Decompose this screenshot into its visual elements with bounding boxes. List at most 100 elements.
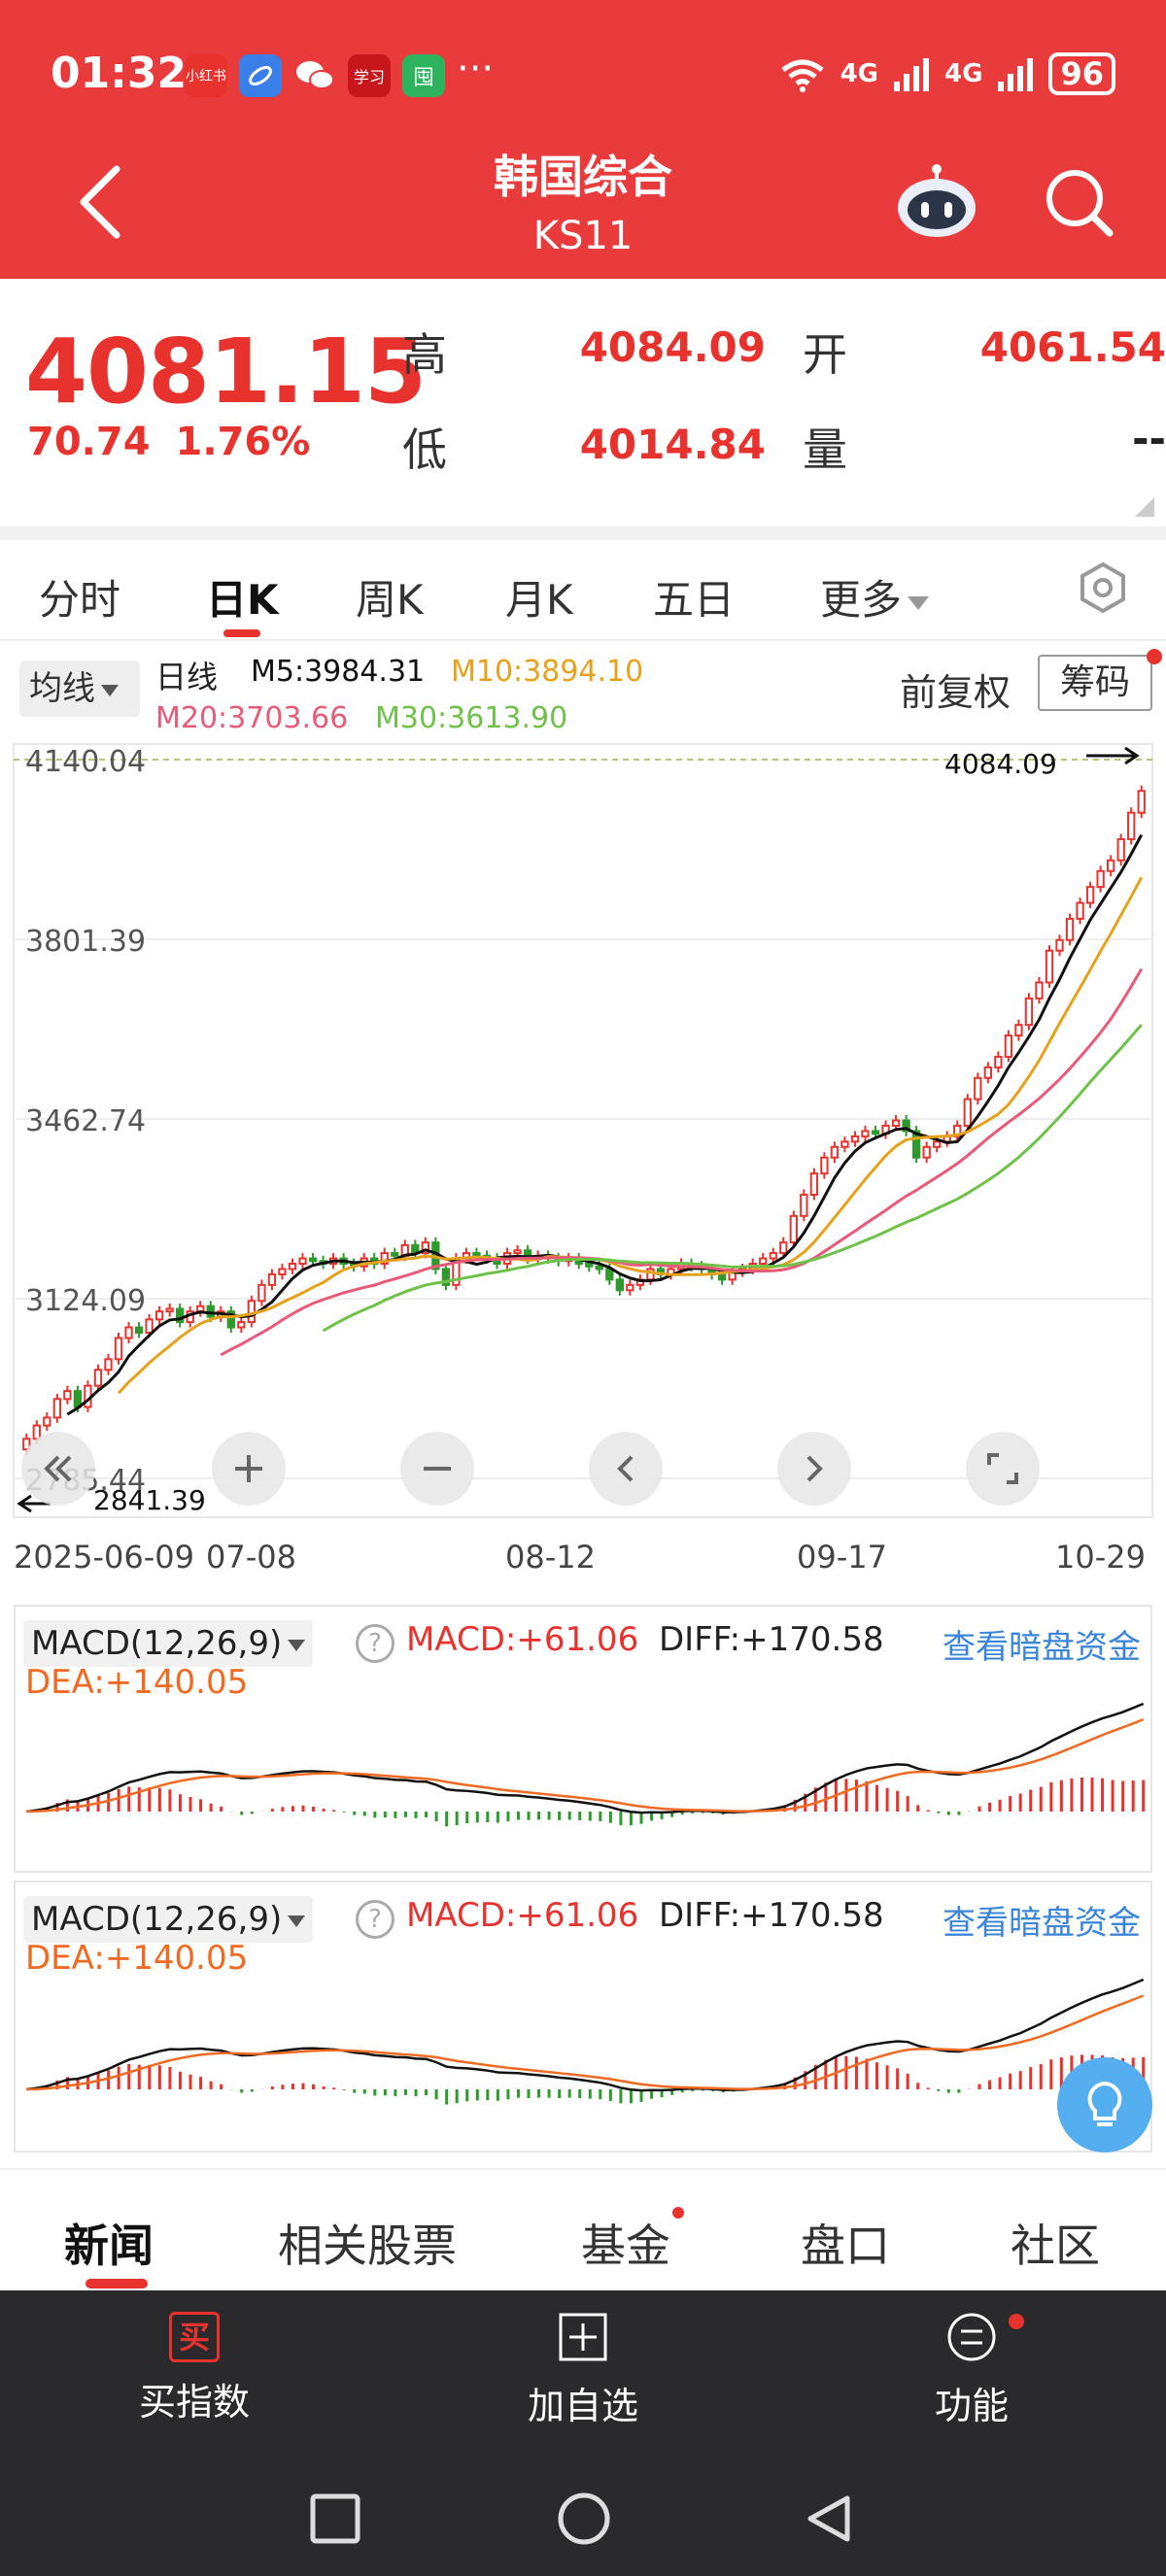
candle — [911, 1125, 921, 1164]
min-marker-text: 2841.39 — [93, 1484, 206, 1516]
pan-right-button[interactable] — [777, 1432, 851, 1506]
dea-value: DEA:+140.05 — [25, 1663, 249, 1702]
dark-pool-link[interactable]: 查看暗盘资金 — [943, 1628, 1141, 1667]
chevron-down-icon — [288, 1639, 306, 1651]
macd-panel-1: MACD(12,26,9) ? MACD:+61.06 DIFF:+170.58… — [14, 1605, 1152, 1873]
dark-pool-link-2[interactable]: 查看暗盘资金 — [943, 1904, 1141, 1943]
expand-corner-icon[interactable] — [1135, 497, 1154, 517]
high-value: 4084.09 — [579, 323, 766, 371]
candle — [943, 1131, 951, 1147]
functions-button[interactable]: 功能 — [855, 2312, 1088, 2429]
candle — [820, 1152, 829, 1179]
candle — [278, 1263, 287, 1280]
divider — [0, 526, 1166, 540]
tab-five-day[interactable]: 五日 — [653, 576, 736, 624]
candle — [922, 1141, 931, 1164]
more-notifications: ··· — [457, 47, 495, 91]
candle — [881, 1120, 890, 1139]
tab-monthly-k[interactable]: 月K — [505, 576, 573, 624]
max-marker-text: 4084.09 — [944, 748, 1057, 780]
macd-value-2: MACD:+61.06 — [406, 1896, 639, 1935]
search-icon[interactable] — [1042, 165, 1115, 239]
tab-daily-k[interactable]: 日K — [206, 576, 279, 624]
candle — [1085, 881, 1095, 908]
indicator-selector-2[interactable]: MACD(12,26,9) — [23, 1896, 314, 1943]
assistant-robot-icon[interactable] — [894, 163, 979, 241]
indicator-selector[interactable]: MACD(12,26,9) — [23, 1620, 314, 1667]
candle — [1065, 913, 1075, 946]
low-label: 低 — [402, 424, 447, 476]
tab-order-book[interactable]: 盘口 — [801, 2220, 890, 2272]
tab-more[interactable]: 更多 — [820, 567, 930, 627]
tab-funds[interactable]: 基金 — [581, 2220, 670, 2272]
fullscreen-button[interactable] — [966, 1432, 1040, 1506]
ma20-legend: M20:3703.66 — [155, 701, 349, 735]
quote-panel: 4081.15 70.74 1.76% 高 4084.09 开 4061.54 低… — [0, 279, 1166, 526]
candle — [830, 1141, 840, 1164]
dea-value-2: DEA:+140.05 — [25, 1939, 249, 1978]
recent-apps-icon[interactable] — [309, 2492, 361, 2545]
help-icon-2[interactable]: ? — [356, 1900, 394, 1939]
funds-notification-dot — [672, 2207, 684, 2219]
ma10-line — [117, 876, 1144, 1395]
candle — [63, 1385, 72, 1405]
collapse-left-button[interactable] — [21, 1432, 95, 1506]
active-tab-indicator — [223, 629, 260, 637]
candle — [165, 1303, 174, 1317]
zoom-out-button[interactable] — [400, 1432, 474, 1506]
ma-selector-label: 均线 — [29, 669, 95, 708]
price-change: 70.74 1.76% — [27, 420, 335, 464]
tab-intraday[interactable]: 分时 — [39, 576, 121, 624]
chips-button[interactable]: 筹码 — [1038, 655, 1152, 711]
candle — [1024, 993, 1034, 1031]
moving-average-lines — [66, 833, 1144, 1416]
max-price-marker: 4084.09 — [944, 746, 1140, 780]
add-watchlist-button[interactable]: 加自选 — [466, 2312, 700, 2429]
candle — [493, 1253, 501, 1270]
tab-community[interactable]: 社区 — [1011, 2220, 1100, 2272]
chart-settings-icon[interactable] — [1077, 561, 1129, 614]
pan-left-button[interactable] — [589, 1432, 663, 1506]
battery-icon: 96 — [1048, 52, 1115, 95]
candle — [1116, 833, 1125, 866]
open-value: 4061.54 — [979, 323, 1166, 371]
candle — [789, 1210, 798, 1248]
last-price: 4081.15 — [25, 320, 427, 424]
candle — [963, 1094, 972, 1132]
candle — [1106, 855, 1115, 877]
candle — [114, 1333, 123, 1365]
home-icon[interactable] — [556, 2491, 612, 2547]
y-tick-label: 3801.39 — [25, 925, 146, 959]
macd-panel-2: MACD(12,26,9) ? MACD:+61.06 DIFF:+170.58… — [14, 1881, 1152, 2152]
candle — [779, 1237, 788, 1259]
candle — [1137, 785, 1146, 819]
chevron-down-icon — [288, 1915, 306, 1927]
adjust-mode-button[interactable]: 前复权 — [900, 671, 1012, 714]
ma-selector-button[interactable]: 均线 — [19, 661, 140, 717]
tab-more-label: 更多 — [820, 576, 903, 624]
buy-index-button[interactable]: 买 买指数 — [78, 2312, 311, 2425]
help-icon[interactable]: ? — [356, 1624, 394, 1663]
x-label-4: 09-17 — [797, 1539, 887, 1576]
candle — [124, 1322, 133, 1343]
back-icon[interactable] — [76, 163, 124, 241]
back-nav-icon[interactable] — [803, 2492, 855, 2545]
index-code: KS11 — [532, 214, 634, 258]
candle — [1127, 807, 1136, 845]
candle — [226, 1305, 235, 1334]
high-label: 高 — [402, 328, 447, 381]
chart-grid — [14, 759, 1152, 1479]
dea-line — [26, 1994, 1145, 2091]
plus-icon — [235, 1455, 262, 1482]
tab-related-stocks[interactable]: 相关股票 — [278, 2220, 457, 2272]
volume-label: 量 — [803, 424, 847, 476]
tab-weekly-k[interactable]: 周K — [356, 576, 424, 624]
macd-value: MACD:+61.06 — [406, 1620, 639, 1659]
zoom-in-button[interactable] — [212, 1432, 286, 1506]
tab-news[interactable]: 新闻 — [64, 2220, 154, 2272]
change-percent: 1.76% — [175, 420, 311, 464]
candle — [902, 1115, 910, 1136]
candle — [994, 1051, 1003, 1073]
tips-bulb-button[interactable] — [1057, 2057, 1152, 2152]
